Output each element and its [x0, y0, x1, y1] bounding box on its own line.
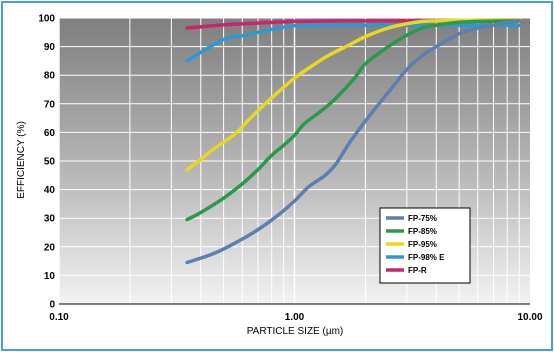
series-lines — [185, 17, 521, 265]
series-line-fp-95- — [185, 17, 521, 172]
legend-label: FP-98% E — [408, 253, 445, 262]
y-tick-label: 30 — [44, 214, 56, 225]
legend-label: FP-95% — [408, 240, 437, 249]
y-tick-label: 60 — [44, 128, 56, 139]
y-tick-label: 20 — [44, 242, 56, 253]
legend-label: FP-85% — [408, 227, 437, 236]
y-tick-label: 10 — [44, 271, 56, 282]
legend: FP-75% FP-85% FP-95% FP-98% E FP-R — [379, 207, 471, 284]
y-tick-label: 0 — [49, 300, 55, 311]
legend-label: FP-75% — [408, 214, 437, 223]
legend-label: FP-R — [408, 266, 427, 275]
x-axis-title: PARTICLE SIZE (µm) — [247, 326, 344, 337]
y-tick-label: 50 — [44, 157, 56, 168]
y-tick-label: 80 — [44, 71, 56, 82]
tick-labels: 0 10 20 30 40 50 60 70 80 90 100 0.10 1.00 10.00 — [38, 14, 543, 324]
series-line-fp-85- — [185, 19, 521, 222]
series-line-fp-75- — [185, 19, 521, 265]
x-tick-label: 10.00 — [517, 312, 542, 323]
y-tick-label: 40 — [44, 185, 56, 196]
y-tick-label: 70 — [44, 99, 56, 110]
x-tick-label: 1.00 — [285, 312, 305, 323]
y-axis-title: EFFICIENCY (%) — [16, 121, 27, 199]
x-tick-label: 0.10 — [49, 312, 69, 323]
y-tick-label: 90 — [44, 42, 56, 53]
y-tick-label: 100 — [38, 14, 55, 25]
